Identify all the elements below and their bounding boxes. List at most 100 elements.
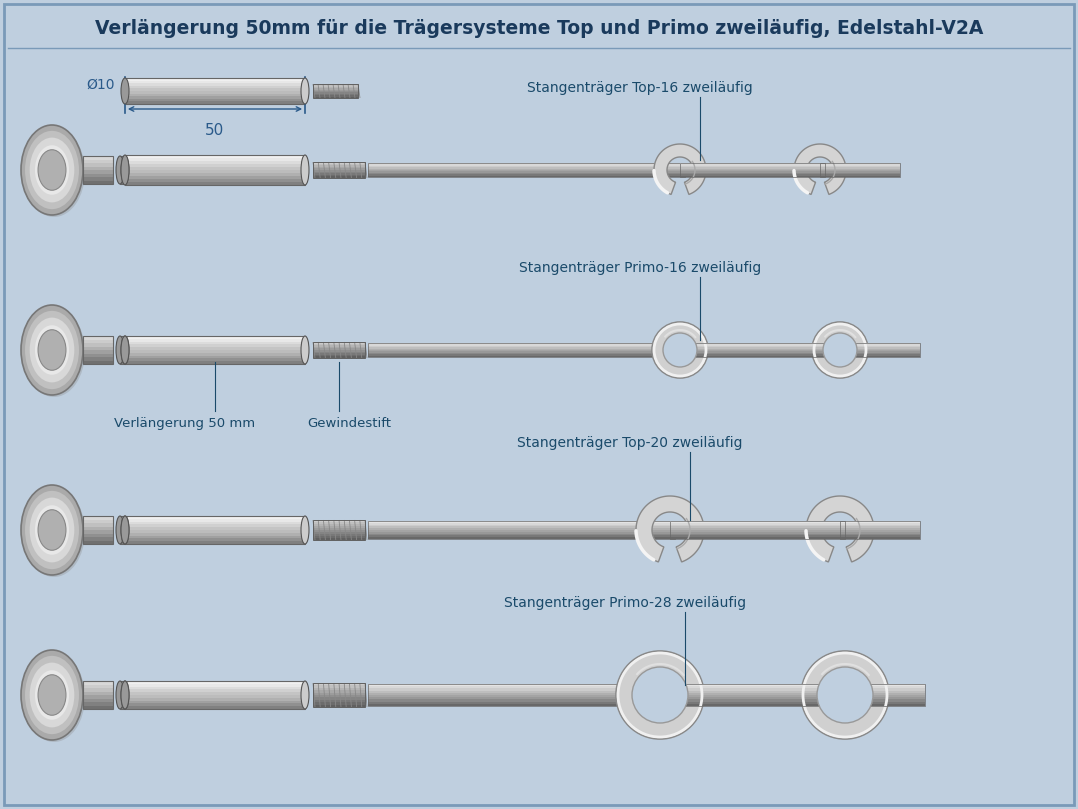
Bar: [671, 524, 845, 527]
Bar: [125, 539, 305, 541]
Bar: [125, 86, 305, 88]
Bar: [313, 345, 365, 347]
Bar: [313, 176, 365, 178]
Bar: [845, 704, 925, 706]
Ellipse shape: [23, 487, 85, 577]
Bar: [125, 182, 305, 185]
Bar: [840, 534, 920, 536]
Bar: [368, 691, 665, 693]
Bar: [125, 516, 305, 544]
Bar: [845, 701, 925, 704]
Bar: [313, 344, 365, 345]
Bar: [120, 156, 125, 184]
Bar: [83, 519, 113, 523]
Bar: [120, 516, 125, 544]
Bar: [313, 683, 365, 707]
Bar: [125, 347, 305, 350]
Ellipse shape: [121, 681, 129, 709]
Ellipse shape: [301, 336, 309, 364]
Bar: [680, 167, 825, 168]
Bar: [368, 174, 685, 176]
Ellipse shape: [116, 516, 124, 544]
Bar: [660, 695, 849, 697]
Bar: [840, 354, 920, 356]
Bar: [313, 705, 365, 707]
Bar: [125, 356, 305, 358]
Bar: [680, 356, 845, 357]
Bar: [313, 524, 365, 526]
Circle shape: [812, 322, 868, 378]
Bar: [125, 693, 305, 695]
Bar: [368, 168, 685, 170]
Bar: [845, 697, 925, 700]
Bar: [368, 527, 675, 528]
Bar: [368, 345, 685, 347]
Bar: [125, 88, 305, 91]
Bar: [680, 353, 845, 354]
Bar: [368, 688, 665, 691]
Bar: [313, 94, 358, 95]
Bar: [368, 356, 685, 357]
Bar: [840, 345, 920, 347]
Bar: [313, 347, 365, 349]
Bar: [125, 167, 305, 170]
Ellipse shape: [34, 670, 69, 720]
Circle shape: [663, 333, 697, 367]
Bar: [660, 688, 849, 691]
Bar: [125, 179, 305, 182]
Bar: [120, 361, 125, 364]
Ellipse shape: [23, 307, 85, 397]
Ellipse shape: [20, 125, 83, 215]
Bar: [840, 537, 920, 539]
Bar: [368, 684, 665, 686]
Bar: [680, 163, 825, 164]
Bar: [83, 180, 113, 184]
Bar: [313, 352, 365, 354]
Bar: [671, 532, 845, 534]
Ellipse shape: [121, 516, 129, 544]
Bar: [680, 351, 845, 353]
Text: Stangenträger Primo-28 zweiläufig: Stangenträger Primo-28 zweiläufig: [503, 596, 746, 610]
Bar: [83, 173, 113, 177]
Bar: [680, 174, 825, 176]
Bar: [125, 681, 305, 709]
Bar: [125, 170, 305, 173]
Ellipse shape: [121, 156, 129, 184]
Ellipse shape: [25, 311, 79, 389]
Bar: [313, 172, 365, 173]
Bar: [83, 681, 113, 709]
Bar: [125, 336, 305, 364]
Bar: [120, 358, 125, 361]
Bar: [313, 163, 365, 165]
Bar: [120, 159, 125, 162]
Bar: [313, 350, 365, 352]
Bar: [680, 173, 825, 174]
Bar: [845, 693, 925, 695]
Ellipse shape: [34, 325, 69, 375]
Bar: [680, 343, 845, 357]
Ellipse shape: [121, 336, 129, 364]
Bar: [820, 174, 900, 176]
Bar: [820, 170, 900, 172]
Bar: [313, 534, 365, 536]
Bar: [120, 695, 125, 698]
Ellipse shape: [121, 336, 129, 364]
Ellipse shape: [25, 656, 79, 734]
Bar: [83, 167, 113, 170]
Bar: [125, 516, 305, 519]
Bar: [125, 527, 305, 530]
Bar: [120, 350, 125, 353]
Bar: [368, 523, 675, 524]
Bar: [660, 686, 849, 688]
Bar: [83, 695, 113, 698]
Bar: [845, 686, 925, 688]
Bar: [313, 520, 365, 522]
Bar: [83, 336, 113, 364]
Bar: [120, 353, 125, 356]
Bar: [83, 705, 113, 709]
Bar: [840, 523, 920, 524]
Bar: [845, 695, 925, 697]
Bar: [125, 339, 305, 341]
Bar: [120, 156, 125, 159]
Bar: [313, 526, 365, 528]
